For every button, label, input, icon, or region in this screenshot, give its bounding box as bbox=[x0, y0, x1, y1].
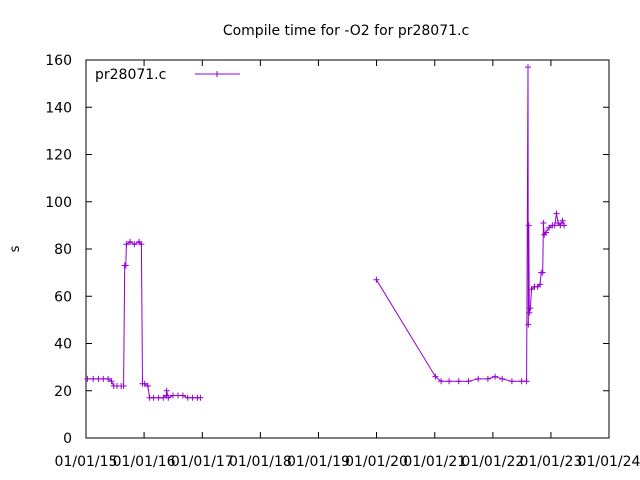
x-tick-label: 01/01/21 bbox=[403, 454, 466, 470]
plot-frame bbox=[85, 59, 610, 439]
series-layer bbox=[84, 64, 568, 401]
data-point bbox=[525, 222, 532, 229]
data-point bbox=[446, 378, 453, 385]
y-tick-label: 120 bbox=[45, 148, 72, 164]
data-point bbox=[465, 378, 472, 385]
y-tick-label: 160 bbox=[45, 53, 72, 69]
y-axis: 0 20 40 60 80 100 120 140 160 bbox=[45, 53, 609, 447]
y-tick-label: 100 bbox=[45, 195, 72, 211]
y-tick-label: 140 bbox=[45, 100, 72, 116]
x-tick-label: 01/01/19 bbox=[287, 454, 350, 470]
data-point bbox=[165, 394, 172, 401]
y-tick-label: 0 bbox=[63, 431, 72, 447]
y-tick-label: 60 bbox=[54, 289, 72, 305]
data-point bbox=[540, 220, 547, 226]
data-point bbox=[539, 269, 546, 276]
data-point bbox=[432, 373, 439, 380]
data-point bbox=[527, 305, 534, 312]
x-tick-label: 01/01/22 bbox=[461, 454, 524, 470]
data-point bbox=[141, 380, 148, 387]
data-point bbox=[131, 241, 138, 248]
data-point bbox=[537, 281, 544, 288]
x-tick-label: 01/01/24 bbox=[578, 454, 640, 470]
x-tick-label: 01/01/17 bbox=[171, 454, 234, 470]
data-point bbox=[90, 375, 97, 382]
y-axis-label: s bbox=[8, 245, 23, 252]
x-tick-label: 01/01/23 bbox=[519, 454, 582, 470]
data-point bbox=[197, 394, 204, 401]
data-point bbox=[122, 262, 129, 269]
data-point bbox=[508, 378, 515, 385]
y-tick-label: 40 bbox=[54, 337, 72, 353]
x-tick-label: 01/01/20 bbox=[345, 454, 408, 470]
data-point bbox=[373, 276, 380, 283]
x-tick-label: 01/01/16 bbox=[113, 454, 176, 470]
x-tick-label: 01/01/15 bbox=[55, 454, 118, 470]
x-tick-label: 01/01/18 bbox=[229, 454, 292, 470]
data-point bbox=[553, 210, 560, 217]
series-line bbox=[87, 241, 201, 399]
y-tick-label: 80 bbox=[54, 242, 72, 258]
legend: pr28071.c bbox=[95, 67, 240, 83]
data-point bbox=[123, 241, 130, 248]
data-point bbox=[525, 64, 531, 71]
data-point bbox=[551, 222, 558, 229]
data-point bbox=[559, 217, 566, 224]
data-point bbox=[492, 373, 499, 380]
data-point bbox=[484, 375, 491, 382]
data-point bbox=[525, 321, 532, 328]
data-point bbox=[105, 375, 112, 382]
data-point bbox=[455, 378, 462, 385]
data-point bbox=[561, 222, 568, 229]
data-point bbox=[108, 378, 115, 385]
data-point bbox=[127, 238, 134, 245]
data-point bbox=[138, 241, 145, 248]
y-tick-label: 20 bbox=[54, 384, 72, 400]
data-point bbox=[144, 383, 151, 389]
series-line bbox=[375, 67, 565, 382]
data-point bbox=[179, 392, 186, 399]
data-point bbox=[84, 375, 91, 382]
data-point bbox=[438, 378, 445, 385]
legend-marker bbox=[214, 71, 220, 77]
data-point bbox=[543, 229, 549, 236]
data-point bbox=[526, 309, 533, 316]
data-point bbox=[546, 224, 552, 231]
data-point bbox=[475, 375, 482, 382]
x-axis: 01/01/1501/01/1601/01/1701/01/1801/01/19… bbox=[55, 60, 640, 470]
data-point bbox=[499, 375, 506, 382]
legend-label: pr28071.c bbox=[95, 67, 166, 83]
data-point bbox=[120, 383, 127, 389]
data-point bbox=[163, 387, 170, 394]
data-point bbox=[523, 378, 530, 385]
chart-title: Compile time for -O2 for pr28071.c bbox=[223, 23, 469, 39]
